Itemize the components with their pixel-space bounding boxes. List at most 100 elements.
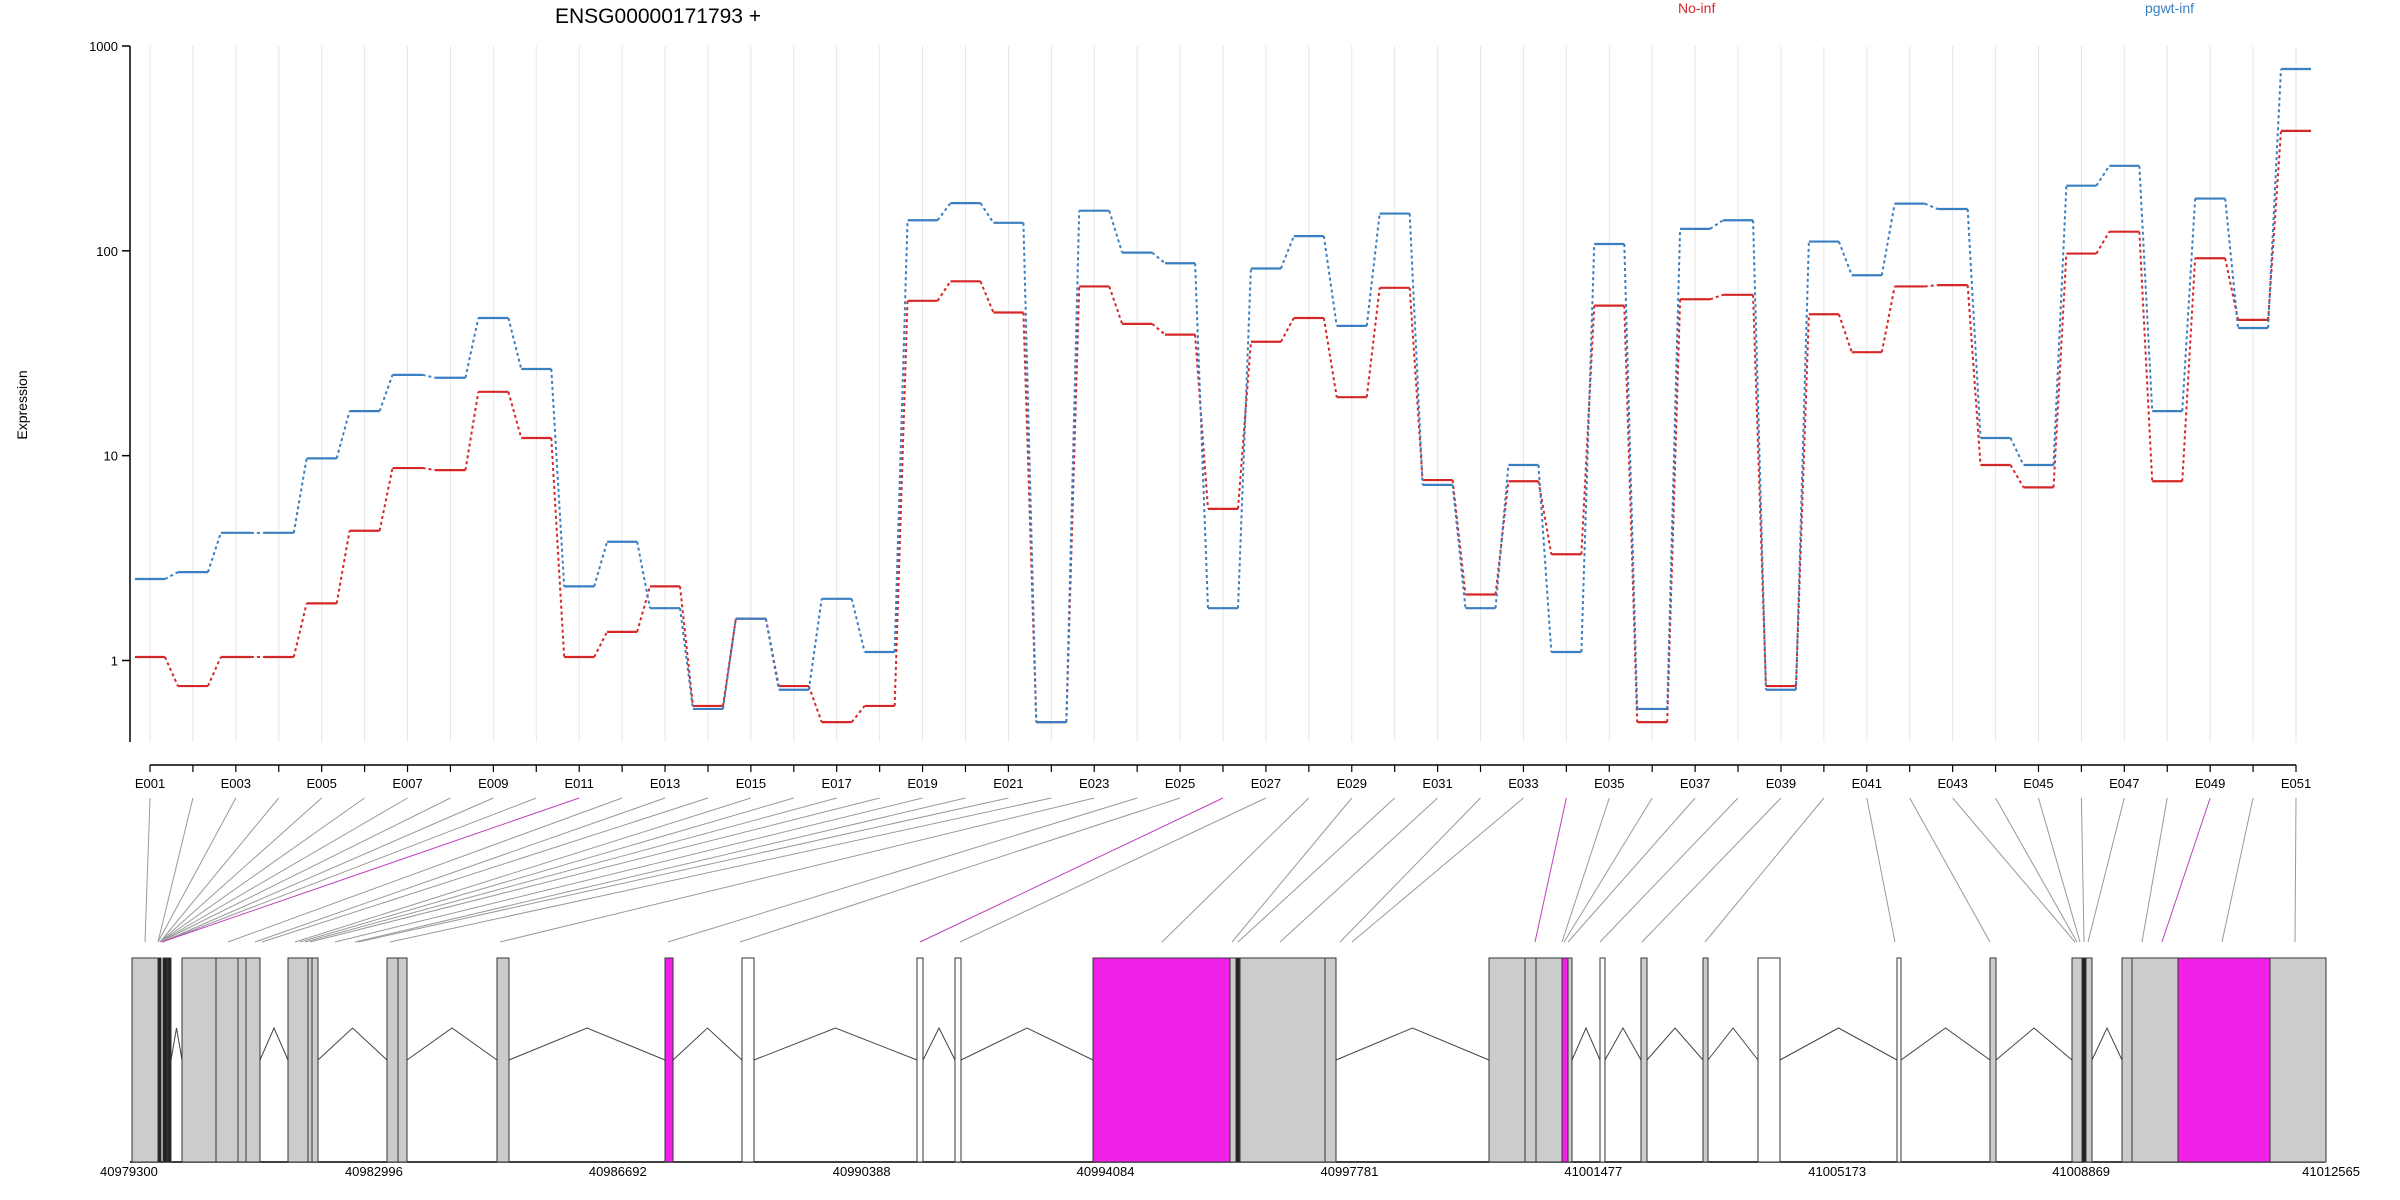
series-connector [593, 631, 608, 658]
connector-highlighted [2161, 797, 2211, 943]
series-connector [292, 458, 308, 534]
exon-box [1239, 957, 1326, 1163]
exon-connector [161, 797, 494, 943]
exon-highlighted [1561, 957, 1569, 1163]
series-connector [507, 391, 523, 439]
series-connector [292, 603, 308, 658]
intron-line [1335, 1027, 1490, 1061]
exon-connector [157, 797, 194, 943]
exon-connector [294, 797, 752, 943]
x-tick-label: E019 [907, 776, 937, 791]
genome-coordinate-label: 41012565 [2302, 1164, 2360, 1179]
genome-coordinate-label: 40986692 [589, 1164, 647, 1179]
intron-line [259, 1026, 289, 1061]
series-connector [636, 586, 651, 633]
exon-connector [1567, 797, 1696, 943]
series-connector [2267, 130, 2282, 320]
x-tick-label: E021 [993, 776, 1023, 791]
series-connector [1108, 286, 1124, 325]
exon-connector [261, 797, 709, 943]
exon-connector [2141, 797, 2168, 943]
series-connector [1709, 293, 1724, 301]
series-connector [2181, 258, 2197, 482]
exon-box [162, 957, 168, 1163]
series-connector [207, 656, 222, 687]
exon-box [741, 957, 755, 1163]
series-connector [2095, 165, 2111, 187]
series-connector [1880, 286, 1896, 353]
intron-line [922, 1026, 956, 1061]
x-axis: E001 E003 E005 E007 E009 E011 E013 E015 E017 E019… [135, 764, 2311, 791]
exon-box [181, 957, 217, 1163]
intron-line [1646, 1027, 1704, 1061]
x-tick-label: E007 [392, 776, 422, 791]
exon-connector [161, 797, 537, 943]
series-connector [1365, 213, 1381, 327]
series-connector [1537, 481, 1553, 555]
exon-connector [1704, 797, 1825, 943]
exon-box [1524, 957, 1537, 1163]
series-connector [807, 685, 823, 723]
series-connector [1924, 284, 1938, 288]
exon-connector [1161, 797, 1310, 943]
series-connector [979, 280, 995, 313]
genome-coordinate-label: 41008869 [2052, 1164, 2110, 1179]
exon-connector [299, 797, 794, 943]
x-tick-label: E031 [1422, 776, 1452, 791]
series-connector [679, 586, 694, 707]
series-connector [2052, 185, 2068, 466]
series-no-inf [134, 129, 2312, 724]
series-connector [550, 437, 566, 658]
series-connector [893, 300, 909, 706]
series-connector [593, 541, 609, 587]
exon-connectors [144, 797, 2297, 943]
series-connector [1322, 235, 1338, 327]
exon-box [1535, 957, 1563, 1163]
series-connector [206, 532, 222, 573]
series-connector [2224, 258, 2240, 321]
series-connector [1151, 323, 1166, 336]
genome-coordinate-label: 40979300 [100, 1164, 158, 1179]
intron-line [1707, 1027, 1759, 1061]
exon-connector [1563, 797, 1653, 943]
series-connector [936, 280, 952, 302]
x-tick-label: E051 [2281, 776, 2311, 791]
x-tick-label: E025 [1165, 776, 1195, 791]
series-connector [1666, 228, 1682, 709]
x-tick-label: E033 [1508, 776, 1538, 791]
exon-connector [1866, 797, 1896, 943]
exon-box [2121, 957, 2133, 1163]
series-connector [2138, 165, 2154, 412]
exon-connector [159, 797, 280, 943]
exon-box [1640, 957, 1648, 1163]
intron-line [406, 1027, 498, 1061]
series-connector [1794, 314, 1810, 687]
exon-box [954, 957, 962, 1163]
series-connector [721, 618, 737, 707]
x-tick-label: E011 [564, 776, 593, 791]
series-connector [335, 410, 351, 459]
series-connector [550, 368, 566, 587]
x-tick-label: E039 [1766, 776, 1796, 791]
exon-box [215, 957, 239, 1163]
exon-box [1896, 957, 1902, 1163]
series-connector [1280, 317, 1295, 343]
series-connector [1408, 213, 1424, 485]
series-connector [378, 374, 394, 412]
series-connector [422, 373, 436, 379]
x-tick-label: E037 [1680, 776, 1710, 791]
series-connector [1966, 208, 1982, 439]
x-tick-label: E043 [1937, 776, 1967, 791]
series-connector [1580, 243, 1596, 653]
exon-connector [2087, 797, 2125, 943]
chart-title: ENSG00000171793 + [555, 5, 761, 28]
exon-connector [1279, 797, 1438, 943]
connector-highlighted [919, 797, 1224, 943]
series-connector [164, 656, 179, 687]
series-connector [764, 618, 780, 690]
series-connector [164, 571, 179, 580]
exon-connector [304, 797, 837, 943]
series-connector [2138, 231, 2154, 482]
series-connector [378, 467, 394, 531]
